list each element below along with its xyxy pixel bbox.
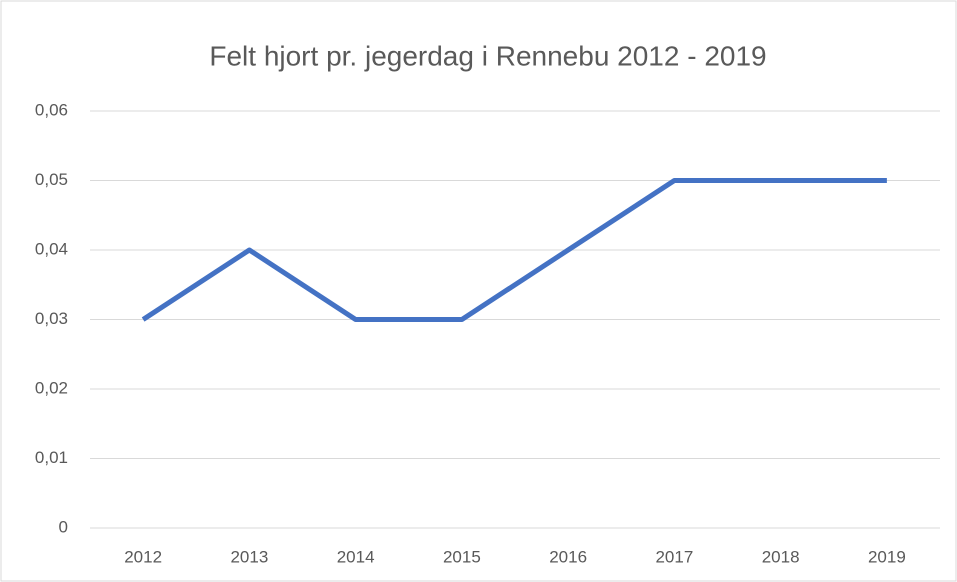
y-tick-label: 0,02 bbox=[35, 378, 68, 397]
x-tick-label: 2018 bbox=[762, 547, 800, 566]
y-tick-label: 0,03 bbox=[35, 309, 68, 328]
data-line bbox=[141, 178, 887, 322]
x-tick-label: 2012 bbox=[124, 547, 162, 566]
y-tick-label: 0,06 bbox=[35, 100, 68, 119]
y-tick-label: 0,05 bbox=[35, 170, 68, 189]
x-tick-label: 2013 bbox=[230, 547, 268, 566]
x-tick-label: 2017 bbox=[655, 547, 693, 566]
x-tick-label: 2015 bbox=[443, 547, 481, 566]
y-tick-label: 0,04 bbox=[35, 239, 68, 258]
y-tick-label: 0 bbox=[59, 517, 68, 536]
x-tick-label: 2014 bbox=[337, 547, 375, 566]
chart-title: Felt hjort pr. jegerdag i Rennebu 2012 -… bbox=[209, 40, 766, 71]
x-tick-label: 2019 bbox=[868, 547, 906, 566]
y-tick-label: 0,01 bbox=[35, 448, 68, 467]
x-tick-label: 2016 bbox=[549, 547, 587, 566]
